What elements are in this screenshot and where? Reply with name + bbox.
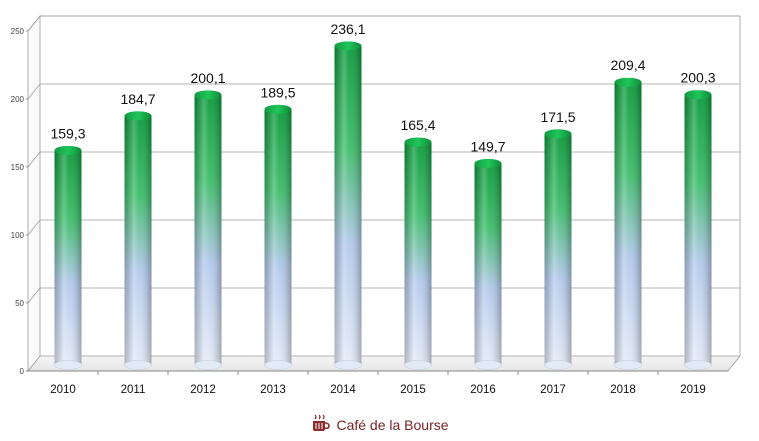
bar-base <box>684 360 712 370</box>
side-wall <box>27 14 41 373</box>
data-label: 200,1 <box>190 70 225 86</box>
x-tick-label: 2011 <box>121 384 146 396</box>
data-label: 149,7 <box>470 138 505 154</box>
data-label: 184,7 <box>120 91 155 107</box>
gridline-depth <box>27 287 41 304</box>
data-label: 159,3 <box>50 125 85 141</box>
y-tick-label: 50 <box>15 299 24 308</box>
gridline-depth <box>27 83 41 100</box>
bar <box>544 129 572 370</box>
x-tick-label: 2012 <box>190 384 216 396</box>
x-tick-label: 2016 <box>470 384 496 396</box>
bar-cap <box>474 158 502 168</box>
y-axis: 0 50 100 150 200 250 <box>11 27 28 376</box>
x-tick-label: 2014 <box>330 384 356 396</box>
bar-cap <box>194 90 222 100</box>
bar-cap <box>544 129 572 139</box>
bar-cap <box>404 137 432 147</box>
bar-base <box>544 360 572 370</box>
bar-base <box>54 360 82 370</box>
x-tick-label: 2018 <box>610 384 636 396</box>
bar <box>194 90 222 370</box>
bar-shading <box>404 142 432 365</box>
bar <box>264 104 292 370</box>
x-tick-label: 2015 <box>400 384 426 396</box>
bar-base <box>194 360 222 370</box>
y-tick-label: 200 <box>11 95 25 104</box>
y-tick-label: 100 <box>11 231 25 240</box>
bar-shading <box>544 133 572 365</box>
x-tick-label: 2010 <box>50 384 76 396</box>
bar-cap <box>124 111 152 121</box>
bar-cap <box>684 90 712 100</box>
bar-shading <box>54 150 82 365</box>
bar-shading <box>684 94 712 365</box>
bar <box>54 145 82 370</box>
bar <box>334 41 362 370</box>
bar-cap <box>614 77 642 87</box>
bar-base <box>264 360 292 370</box>
data-label: 209,4 <box>610 57 645 73</box>
data-label: 189,5 <box>260 84 295 100</box>
coffee-cup-icon <box>310 413 331 438</box>
bar <box>684 90 712 370</box>
bar-shading <box>474 163 502 365</box>
data-label: 200,3 <box>680 70 715 86</box>
bar-shading <box>194 94 222 365</box>
y-tick-label: 0 <box>20 367 25 376</box>
y-tick-label: 250 <box>11 27 25 36</box>
data-label: 236,1 <box>330 21 365 37</box>
bar-cap <box>264 104 292 114</box>
gridline-depth <box>27 15 41 32</box>
y-tick-label: 150 <box>11 163 25 172</box>
x-tick-label: 2019 <box>680 384 706 396</box>
bar <box>614 77 642 370</box>
data-labels: 159,3 184,7 200,1 189,5 236,1 165,4 149,7 171,5… <box>50 21 715 155</box>
footer: Café de la Bourse <box>0 413 759 437</box>
bar-cap <box>334 41 362 51</box>
x-tick-label: 2017 <box>540 384 566 396</box>
data-label: 171,5 <box>540 109 575 125</box>
bar-base <box>124 360 152 370</box>
bar-shading <box>264 109 292 365</box>
bar-shading <box>334 45 362 366</box>
bar-base <box>474 360 502 370</box>
data-label: 165,4 <box>400 117 435 133</box>
bar <box>124 111 152 370</box>
bar-base <box>404 360 432 370</box>
gridline-depth <box>27 151 41 168</box>
gridline-depth <box>27 219 41 236</box>
bar-base <box>334 360 362 370</box>
bar-shading <box>124 115 152 365</box>
bar-cap <box>54 145 82 155</box>
bar <box>474 158 502 370</box>
x-tick-label: 2013 <box>260 384 286 396</box>
footer-brand: Café de la Bourse <box>336 417 449 433</box>
bar-shading <box>614 82 642 365</box>
bar-base <box>614 360 642 370</box>
x-axis: 2010 2011 2012 2013 2014 2015 2016 2017 2018 2019 <box>28 370 728 396</box>
bars <box>54 41 712 370</box>
bar <box>404 137 432 370</box>
